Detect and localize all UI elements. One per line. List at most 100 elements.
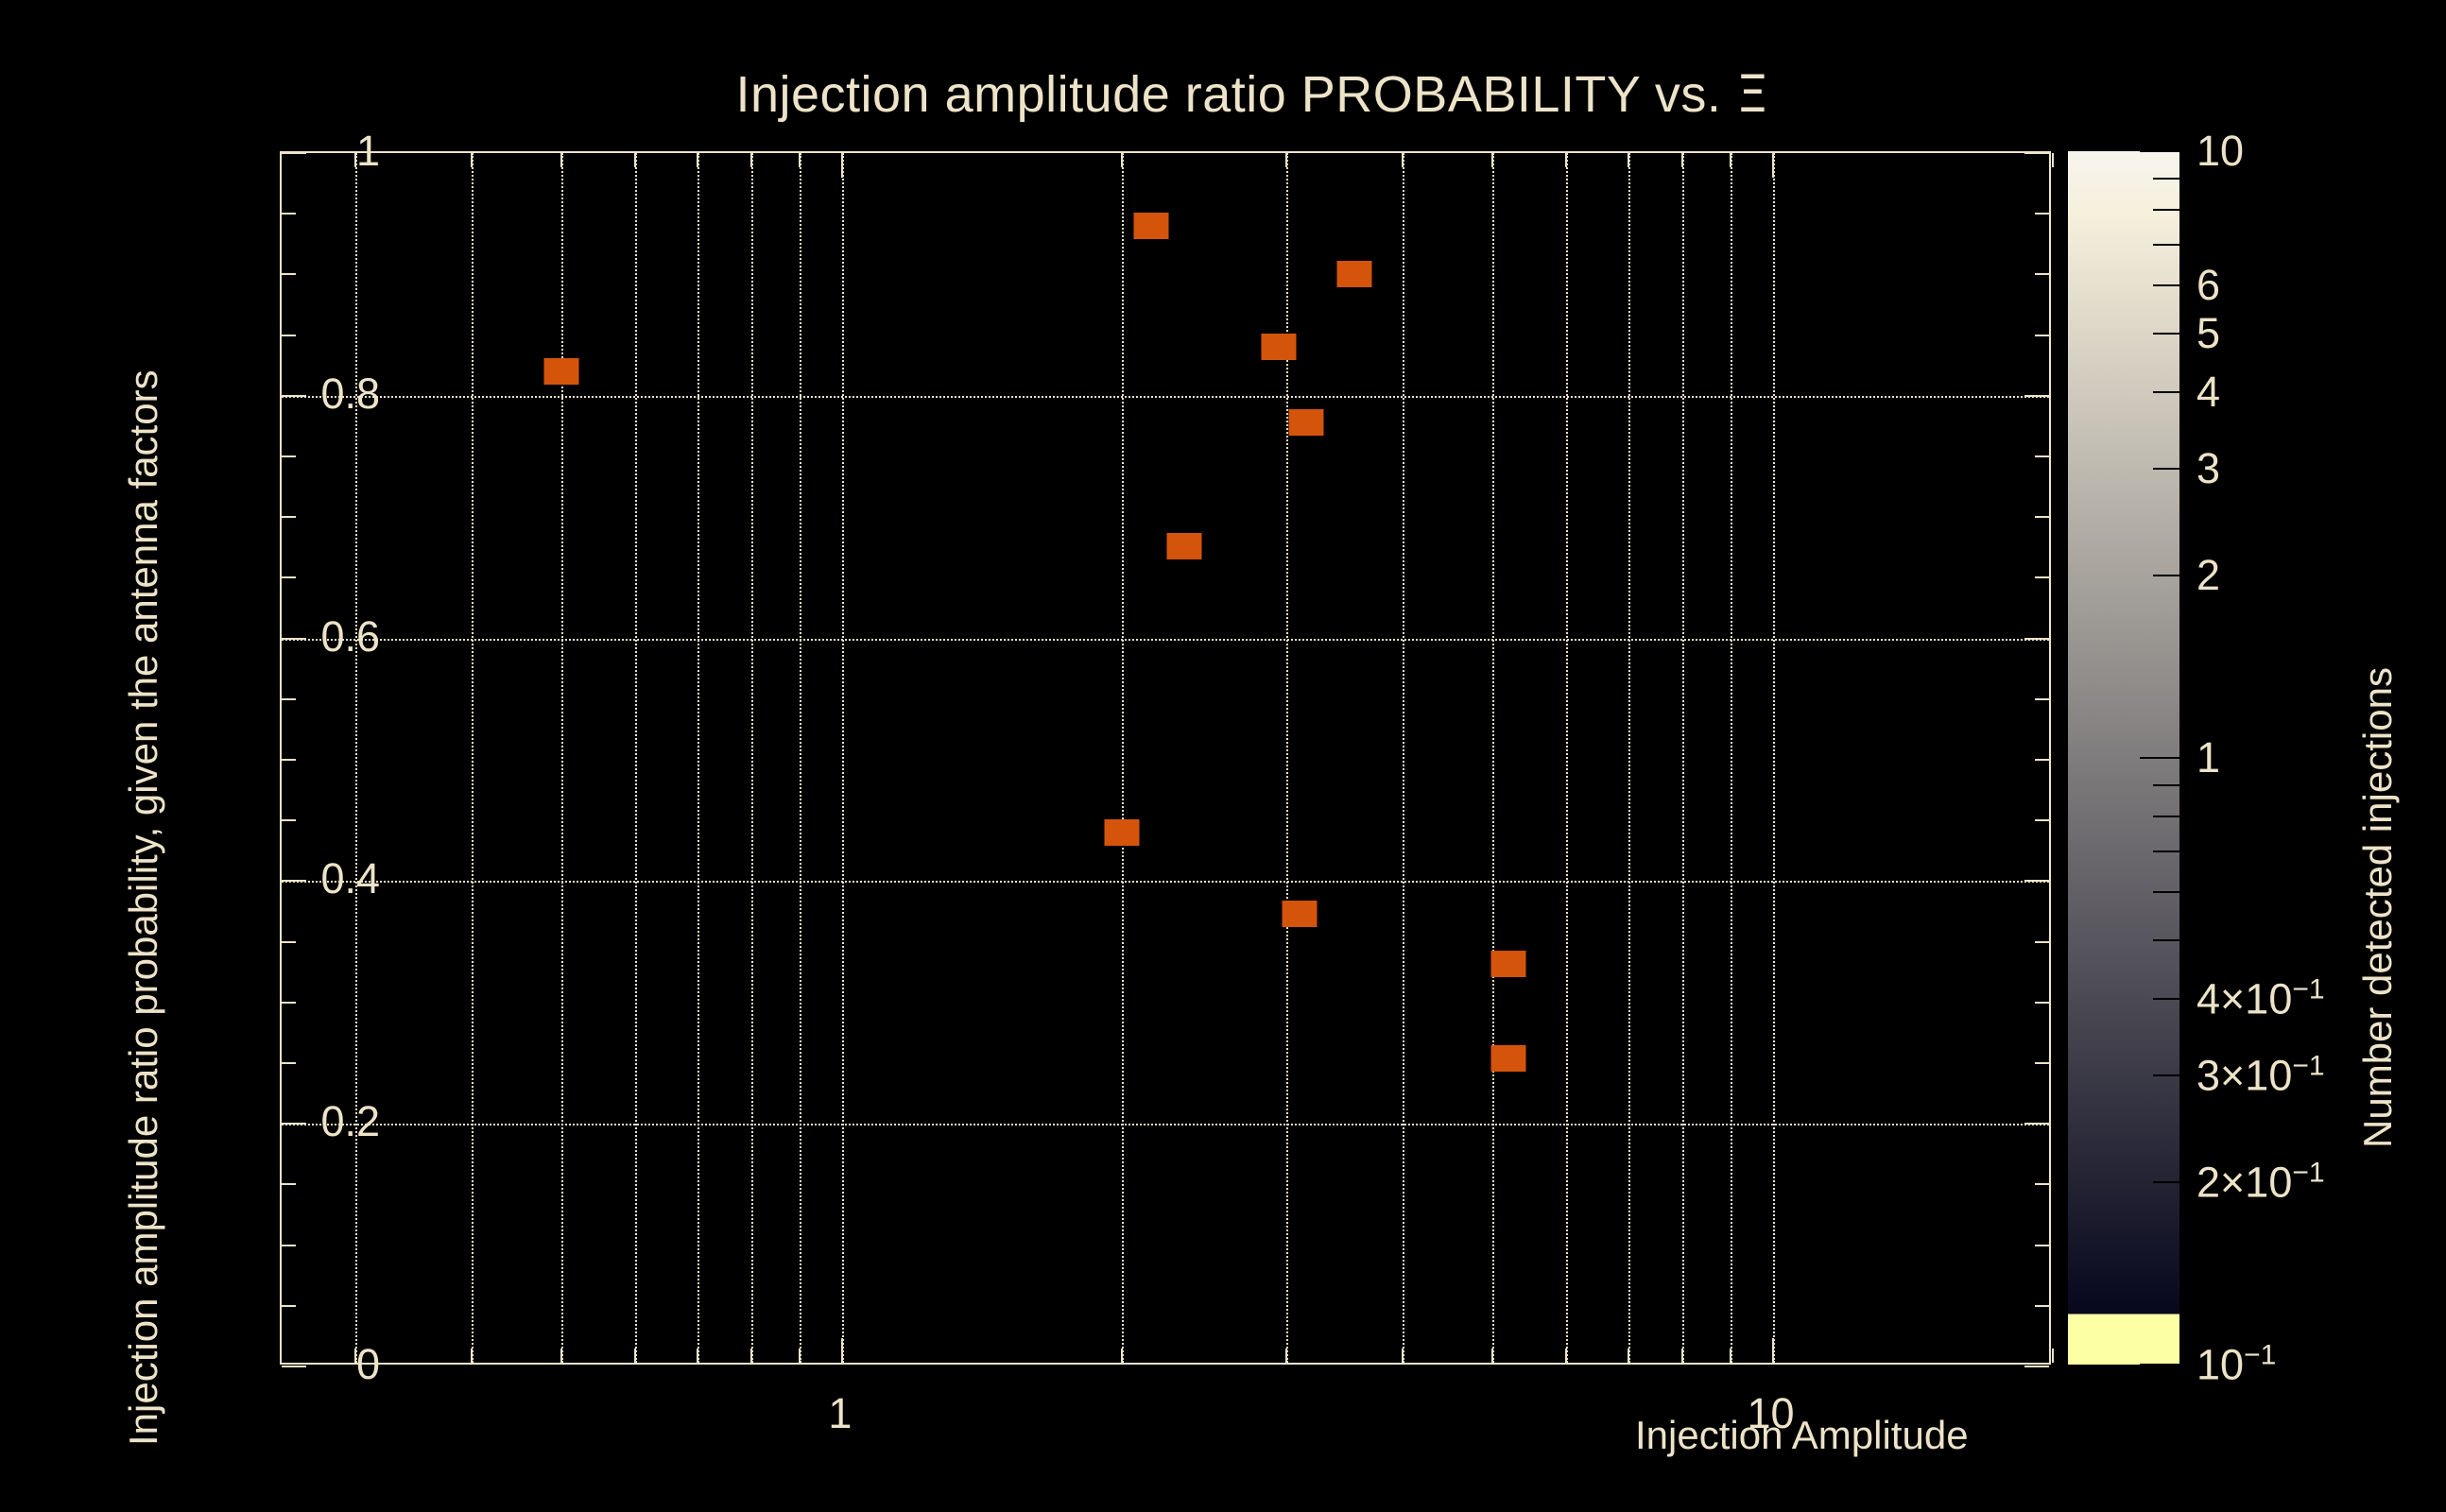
y-axis-minor-tick — [2035, 759, 2049, 761]
x-gridline — [1566, 153, 1569, 1363]
colorbar-tick-label: 10 — [2196, 127, 2245, 175]
data-point-marker — [543, 358, 579, 386]
colorbar-tick — [2153, 1074, 2179, 1076]
y-axis-minor-tick — [2035, 1001, 2049, 1004]
y-axis-minor-tick — [2035, 455, 2049, 457]
x-axis-tick — [2052, 153, 2054, 167]
y-axis-tick-label: 0.6 — [320, 611, 380, 661]
x-axis-tick — [697, 1349, 699, 1363]
y-axis-tick-label: 0.8 — [320, 369, 380, 418]
page-title: Injection amplitude ratio PROBABILITY vs… — [0, 6, 2446, 182]
data-point-marker — [1336, 261, 1372, 288]
colorbar-tick-label: 4 — [2196, 368, 2221, 417]
colorbar-tick — [2140, 150, 2179, 152]
data-point-marker — [1288, 409, 1324, 437]
y-axis-minor-tick — [282, 334, 296, 336]
colorbar-tick-label: 10−1 — [2196, 1339, 2277, 1389]
x-axis-tick — [1491, 1349, 1494, 1363]
y-axis-tick-label: 0.2 — [320, 1097, 380, 1146]
x-gridline — [354, 153, 357, 1363]
y-axis-minor-tick — [2035, 516, 2049, 519]
x-gridline — [1772, 153, 1775, 1363]
colorbar-tick — [2153, 284, 2179, 287]
colorbar-tick — [2153, 1180, 2179, 1183]
x-gridline — [698, 153, 700, 1363]
y-axis-minor-tick — [2035, 940, 2049, 943]
colorbar-tick — [2153, 209, 2179, 212]
colorbar-tick — [2153, 574, 2179, 576]
x-axis-tick — [470, 153, 473, 167]
y-axis-tick — [2024, 394, 2049, 397]
y-axis-minor-tick — [2035, 1304, 2049, 1307]
y-axis-minor-tick — [2035, 1062, 2049, 1064]
colorbar-exponent: −1 — [2292, 1050, 2325, 1082]
colorbar-tick — [2153, 467, 2179, 470]
colorbar-tick-label: 3×10−1 — [2196, 1050, 2325, 1100]
colorbar-tick — [2153, 850, 2179, 853]
x-axis-tick — [1628, 1349, 1630, 1363]
colorbar — [2068, 150, 2179, 1366]
plot-frame — [280, 151, 2054, 1367]
colorbar-tick — [2153, 391, 2179, 394]
y-axis-tick — [2024, 880, 2049, 883]
colorbar-tick-label: 2 — [2196, 550, 2221, 599]
x-axis-tick — [560, 1349, 563, 1363]
x-gridline — [841, 153, 844, 1363]
colorbar-tick — [2153, 333, 2179, 335]
colorbar-tick-label: 4×10−1 — [2196, 973, 2325, 1023]
x-axis-tick — [1401, 153, 1404, 167]
x-axis-tick — [1729, 1349, 1731, 1363]
y-axis-minor-tick — [2035, 1183, 2049, 1186]
x-axis-tick — [798, 153, 801, 167]
y-axis-minor-tick — [282, 1304, 296, 1307]
y-axis-tick — [282, 152, 306, 154]
x-gridline — [635, 153, 638, 1363]
colorbar-exponent: −1 — [2244, 1339, 2277, 1371]
y-axis-tick — [2024, 1366, 2049, 1367]
colorbar-tick-label: 5 — [2196, 309, 2221, 358]
y-axis-tick-label: 0 — [355, 1340, 380, 1388]
y-axis-tick-label: 1 — [355, 127, 380, 175]
colorbar-tick — [2153, 998, 2179, 1001]
y-axis-minor-tick — [282, 576, 296, 579]
y-axis-tick-label: 0.4 — [320, 854, 380, 903]
x-axis-tick — [798, 1349, 801, 1363]
y-axis-minor-tick — [282, 213, 296, 215]
x-gridline — [471, 153, 474, 1363]
y-axis-tick — [2024, 152, 2049, 154]
data-point-marker — [1166, 533, 1202, 560]
data-point-marker — [1104, 819, 1140, 847]
x-axis-tick — [1729, 153, 1731, 167]
x-axis-tick — [840, 1338, 843, 1363]
y-axis-title: Injection amplitude ratio probability, g… — [121, 369, 165, 1446]
x-gridline — [799, 153, 801, 1363]
x-axis-tick — [697, 153, 699, 167]
x-gridline — [1492, 153, 1495, 1363]
xi-symbol: Ξ — [1735, 64, 1769, 124]
y-axis-minor-tick — [2035, 819, 2049, 822]
y-axis-minor-tick — [2035, 576, 2049, 579]
y-axis-minor-tick — [282, 819, 296, 822]
y-axis-minor-tick — [282, 697, 296, 700]
colorbar-tick — [2153, 784, 2179, 787]
y-gridline — [282, 881, 2049, 884]
colorbar-tick — [2153, 178, 2179, 180]
x-gridline — [751, 153, 754, 1363]
x-axis-tick — [2052, 1349, 2054, 1363]
x-axis-tick — [750, 1349, 753, 1363]
x-axis-tick — [1121, 1349, 1124, 1363]
x-axis-tick — [1401, 1349, 1404, 1363]
y-axis-minor-tick — [282, 1244, 296, 1246]
data-point-marker — [1490, 1044, 1526, 1072]
x-axis-title: Injection Amplitude — [1635, 1413, 1969, 1457]
x-axis-tick — [634, 153, 637, 167]
x-axis-tick — [1681, 1349, 1684, 1363]
colorbar-tick — [2140, 757, 2179, 759]
colorbar-tick-label: 6 — [2196, 261, 2221, 310]
x-axis-tick — [470, 1349, 473, 1363]
y-axis-tick — [282, 637, 306, 640]
x-gridline — [1122, 153, 1125, 1363]
x-axis-tick — [750, 153, 753, 167]
y-axis-minor-tick — [2035, 273, 2049, 276]
